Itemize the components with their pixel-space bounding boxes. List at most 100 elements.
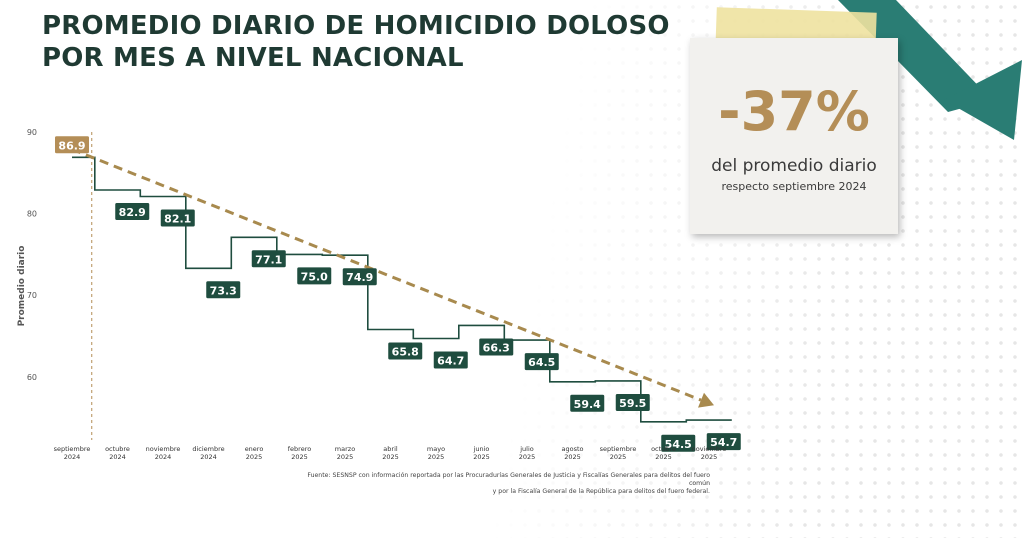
data-label: 59.5: [615, 393, 650, 411]
data-label-box: [55, 136, 89, 154]
page-title: PROMEDIO DIARIO DE HOMICIDIO DOLOSO POR …: [42, 10, 670, 74]
arrow-head: [944, 60, 1022, 140]
x-tick-year: 2025: [291, 453, 308, 461]
data-label-text: 86.9: [58, 139, 85, 152]
x-tick-year: 2025: [382, 453, 399, 461]
x-tick-month: julio: [519, 445, 534, 453]
data-label: 82.1: [160, 209, 195, 227]
title-line-1: PROMEDIO DIARIO DE HOMICIDIO DOLOSO: [42, 11, 670, 41]
data-label: 82.9: [115, 202, 150, 220]
y-tick-label: 80: [27, 210, 37, 219]
x-tick-month: febrero: [288, 445, 311, 453]
x-tick-year: 2025: [519, 453, 536, 461]
x-tick-month: junio: [473, 445, 490, 453]
x-axis: septiembre2024octubre2024noviembre2024di…: [54, 445, 727, 461]
data-label-box: [661, 434, 696, 452]
x-tick-year: 2025: [473, 453, 490, 461]
data-label-box: [615, 393, 650, 411]
data-label: 59.4: [570, 394, 605, 412]
source-note: Fuente: SESNSP con información reportada…: [300, 472, 710, 496]
y-axis: 60 70 80 90: [27, 128, 37, 382]
data-label-box: [342, 268, 377, 286]
x-tick-month: septiembre: [600, 445, 637, 453]
x-tick-month: octubre: [105, 445, 130, 453]
data-label-box: [160, 209, 195, 227]
data-label-box: [388, 342, 423, 360]
x-tick-year: 2024: [155, 453, 172, 461]
data-label-text: 82.9: [119, 206, 146, 219]
data-label-text: 74.9: [346, 271, 373, 284]
data-label-text: 54.5: [665, 438, 692, 451]
data-label-box: [115, 202, 150, 220]
x-tick-month: noviembre: [692, 445, 727, 453]
data-label-text: 54.7: [710, 436, 737, 449]
data-label-box: [206, 281, 241, 299]
x-tick-month: marzo: [335, 445, 355, 453]
x-tick-year: 2025: [701, 453, 718, 461]
data-label: 75.0: [297, 267, 332, 285]
data-label-box: [479, 338, 514, 356]
x-tick-year: 2025: [564, 453, 581, 461]
highlight-card: [690, 38, 898, 234]
data-label-box: [433, 351, 468, 369]
x-tick-month: agosto: [562, 445, 584, 453]
data-label: 64.7: [433, 351, 468, 369]
x-tick-month: septiembre: [54, 445, 91, 453]
data-label-box: [570, 394, 605, 412]
data-label-text: 77.1: [255, 253, 282, 266]
x-tick-year: 2025: [246, 453, 263, 461]
x-tick-year: 2024: [64, 453, 81, 461]
x-tick-year: 2025: [428, 453, 445, 461]
data-label: 64.5: [524, 353, 559, 371]
data-label-text: 66.3: [483, 341, 510, 354]
x-tick-year: 2024: [109, 453, 126, 461]
x-tick-year: 2025: [610, 453, 627, 461]
x-tick-month: mayo: [427, 445, 445, 453]
arrow-shaft: [838, 0, 992, 112]
highlight-caption: del promedio diario: [711, 156, 877, 176]
series-line: [72, 156, 732, 423]
data-label: 74.9: [342, 268, 377, 286]
data-label-text: 82.1: [164, 212, 191, 225]
data-label-text: 64.5: [528, 356, 555, 369]
data-labels: 86.9 82.9 82.1 73.3 77.1 75.0 74.9 65.8 64.7 66.3…: [55, 136, 741, 452]
data-label-box: [706, 433, 741, 451]
data-label-text: 59.5: [619, 397, 646, 410]
x-tick-year: 2024: [200, 453, 217, 461]
data-label: 73.3: [206, 281, 241, 299]
data-label: 66.3: [479, 338, 514, 356]
data-label: 54.5: [661, 434, 696, 452]
x-tick-month: octubre: [651, 445, 676, 453]
y-tick-label: 90: [27, 128, 37, 137]
highlight-value: -37%: [718, 80, 870, 143]
data-label-text: 64.7: [437, 355, 464, 368]
data-label-box: [524, 353, 559, 371]
data-label-box: [297, 267, 332, 285]
data-label-text: 65.8: [392, 346, 419, 359]
source-line-2: y por la Fiscalía General de la Repúblic…: [492, 488, 710, 495]
data-label-text: 59.4: [574, 398, 601, 411]
highlight-subcaption: respecto septiembre 2024: [721, 180, 867, 193]
y-tick-label: 70: [27, 291, 37, 300]
data-label: 54.7: [706, 433, 741, 451]
x-tick-year: 2025: [337, 453, 354, 461]
y-axis-label: Promedio diario: [17, 246, 27, 327]
source-line-1: Fuente: SESNSP con información reportada…: [307, 472, 710, 487]
x-tick-month: diciembre: [192, 445, 224, 453]
trend-arrowhead: [698, 392, 714, 408]
data-label: 86.9: [55, 136, 89, 154]
